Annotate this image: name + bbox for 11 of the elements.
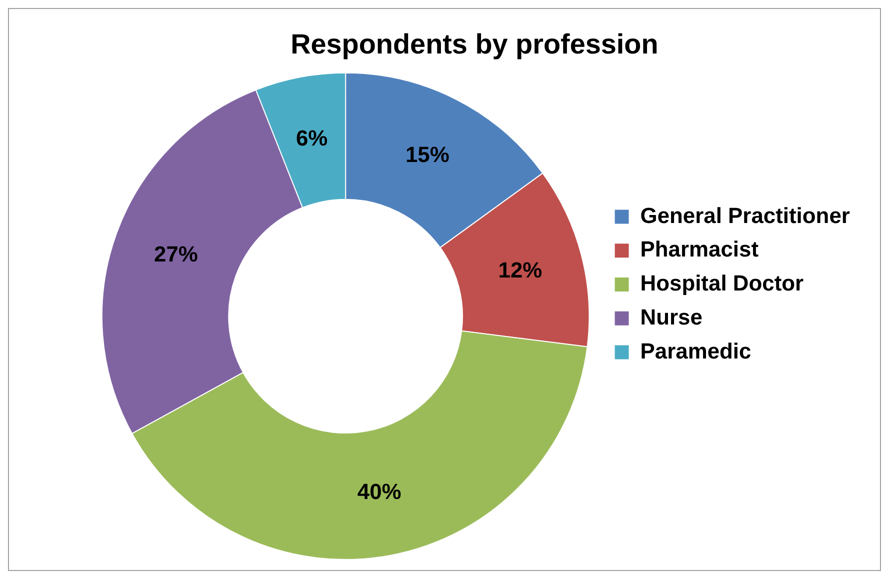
data-label: 12% xyxy=(498,257,542,282)
data-label: 15% xyxy=(405,142,450,167)
data-label: 6% xyxy=(296,125,328,150)
legend-label: Hospital Doctor xyxy=(640,270,804,296)
data-label: 40% xyxy=(357,479,402,504)
legend-label: Nurse xyxy=(640,304,702,330)
chart-title: Respondents by profession xyxy=(290,28,658,60)
data-label: 27% xyxy=(154,241,198,266)
legend-label: Pharmacist xyxy=(640,236,760,262)
legend-label: General Practitioner xyxy=(640,202,850,228)
legend-label: Paramedic xyxy=(640,338,752,364)
